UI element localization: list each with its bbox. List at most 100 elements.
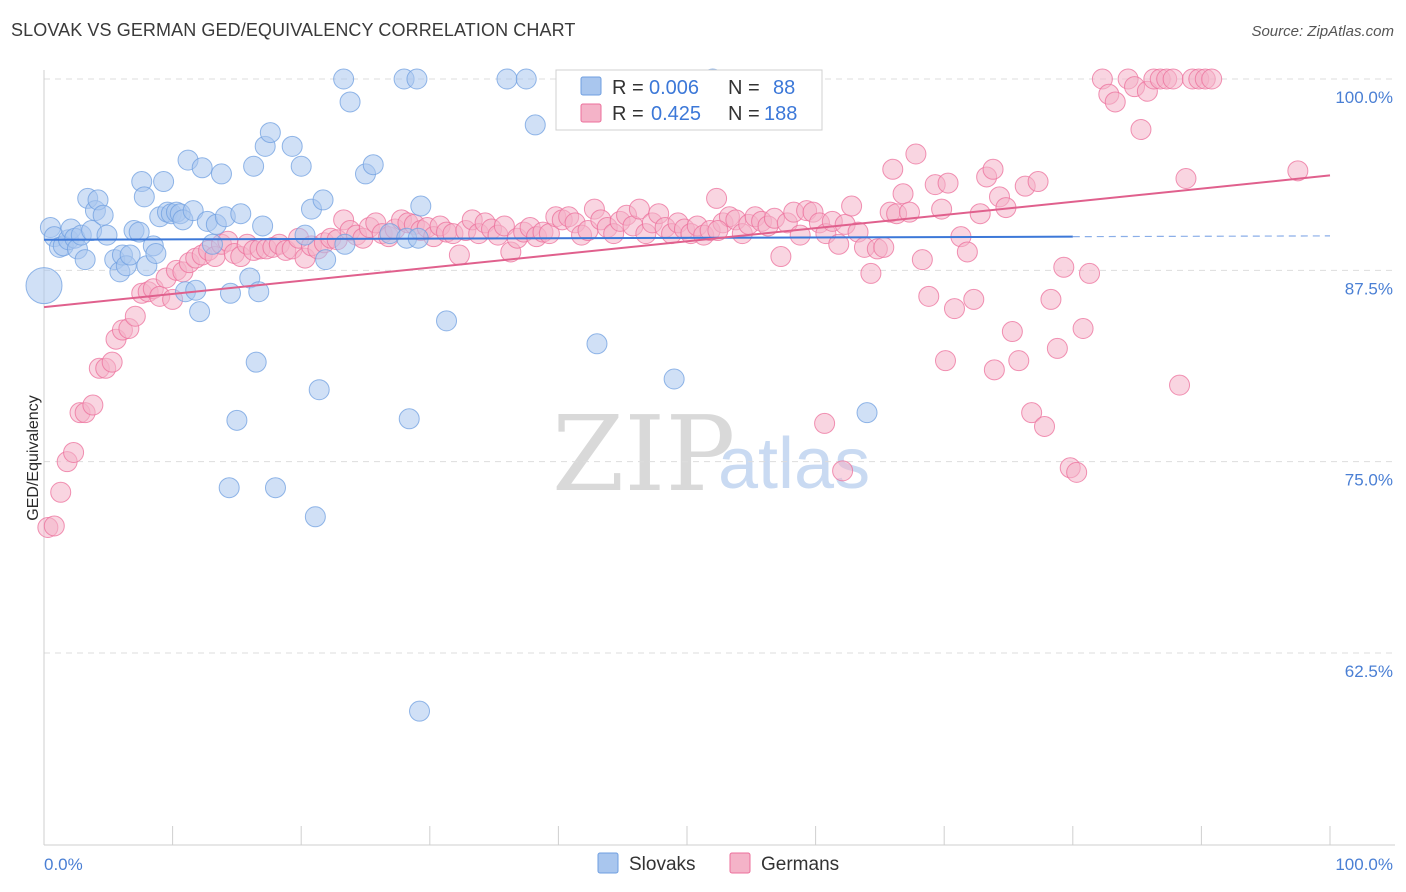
germans-point bbox=[1104, 91, 1126, 113]
bottom-legend-swatch-germans bbox=[729, 852, 751, 874]
germans-point bbox=[1130, 119, 1152, 141]
slovaks-point bbox=[264, 477, 286, 499]
x-tick-label-max: 100.0% bbox=[1335, 855, 1393, 874]
germans-point bbox=[1001, 321, 1023, 343]
slovaks-point bbox=[25, 267, 63, 305]
germans-point bbox=[873, 236, 895, 258]
germans-point bbox=[934, 350, 956, 372]
slovaks-point bbox=[153, 171, 175, 193]
germans-point bbox=[841, 195, 863, 217]
x-tick-label-min: 0.0% bbox=[44, 855, 83, 874]
slovaks-point bbox=[245, 351, 267, 373]
germans-point bbox=[1066, 461, 1088, 483]
slovaks-point bbox=[281, 135, 303, 157]
legend-r-label-2: R = bbox=[612, 103, 644, 125]
slovaks-point bbox=[128, 221, 150, 243]
slovaks-point bbox=[304, 506, 326, 528]
slovaks-point bbox=[96, 224, 118, 246]
legend-r-value-1: 0.006 bbox=[649, 77, 699, 99]
slovaks-point bbox=[259, 122, 281, 144]
legend-n-value-2: 188 bbox=[764, 103, 797, 125]
slovaks-point bbox=[339, 91, 361, 113]
tick-labels: 100.0% 87.5% 75.0% 62.5% 0.0% 100.0% bbox=[44, 88, 1393, 874]
slovaks-point bbox=[191, 157, 213, 179]
germans-point bbox=[448, 244, 470, 266]
y-tick-label: 75.0% bbox=[1345, 471, 1393, 490]
germans-point bbox=[707, 220, 729, 242]
series-germans bbox=[37, 68, 1309, 538]
germans-point bbox=[770, 246, 792, 268]
germans-point bbox=[937, 172, 959, 194]
bottom-legend-swatch-slovaks bbox=[597, 852, 619, 874]
y-tick-label: 62.5% bbox=[1345, 662, 1393, 681]
germans-point bbox=[1053, 256, 1075, 278]
bottom-legend-label-slovaks: Slovaks bbox=[629, 854, 696, 875]
slovaks-point bbox=[230, 203, 252, 225]
watermark-zip: ZIP bbox=[552, 393, 735, 515]
germans-point bbox=[983, 359, 1005, 381]
germans-point bbox=[1027, 171, 1049, 193]
germans-point bbox=[860, 262, 882, 284]
slovaks-point bbox=[189, 301, 211, 323]
germans-point bbox=[1162, 68, 1184, 90]
y-tick-label: 100.0% bbox=[1335, 88, 1393, 107]
trend-lines bbox=[43, 174, 1331, 309]
slovaks-point bbox=[663, 368, 685, 390]
germans-point bbox=[832, 460, 854, 482]
slovaks-point bbox=[398, 408, 420, 430]
germans-point bbox=[982, 158, 1004, 180]
slovaks-point bbox=[74, 249, 96, 271]
trend-slovaks bbox=[43, 235, 1073, 241]
watermark: ZIP atlas bbox=[552, 393, 870, 515]
slovaks-point bbox=[290, 155, 312, 177]
germans-point bbox=[956, 241, 978, 263]
germans-point bbox=[82, 394, 104, 416]
chart-title: SLOVAK VS GERMAN GED/EQUIVALENCY CORRELA… bbox=[11, 20, 576, 40]
germans-point bbox=[943, 298, 965, 320]
germans-point bbox=[124, 305, 146, 327]
germans-point bbox=[706, 187, 728, 209]
germans-point bbox=[905, 143, 927, 165]
slovaks-point bbox=[182, 200, 204, 222]
slovaks-point bbox=[294, 224, 316, 246]
slovaks-point bbox=[856, 402, 878, 424]
germans-point bbox=[43, 515, 65, 537]
slovaks-point bbox=[410, 195, 432, 217]
germans-point bbox=[493, 215, 515, 237]
germans-point bbox=[101, 351, 123, 373]
legend-swatch-slovaks bbox=[580, 76, 602, 96]
legend-n-value-1: 88 bbox=[773, 77, 795, 99]
germans-point bbox=[892, 183, 914, 205]
slovaks-point bbox=[334, 233, 356, 255]
slovaks-point bbox=[312, 189, 334, 211]
legend-r-value-2: 0.425 bbox=[651, 103, 701, 125]
slovaks-point bbox=[409, 700, 431, 722]
legend-n-label-2: N = bbox=[728, 103, 760, 125]
trend-slovaks-extension bbox=[1072, 235, 1331, 238]
slovaks-point bbox=[524, 114, 546, 136]
slovaks-point bbox=[145, 242, 167, 264]
germans-point bbox=[1201, 68, 1223, 90]
slovaks-point bbox=[406, 68, 428, 90]
bottom-legend-label-germans: Germans bbox=[761, 854, 839, 875]
germans-point bbox=[63, 441, 85, 463]
germans-point bbox=[1072, 317, 1094, 339]
germans-point bbox=[814, 412, 836, 434]
germans-point bbox=[1046, 337, 1068, 359]
y-tick-label: 87.5% bbox=[1345, 279, 1393, 298]
legend-r-label-1: R = bbox=[612, 77, 644, 99]
slovaks-point bbox=[201, 233, 223, 255]
germans-point bbox=[1034, 415, 1056, 437]
germans-point bbox=[1175, 167, 1197, 189]
trend-germans bbox=[43, 174, 1331, 309]
germans-point bbox=[969, 203, 991, 225]
slovaks-point bbox=[210, 163, 232, 185]
slovaks-point bbox=[92, 204, 114, 226]
germans-point bbox=[1079, 262, 1101, 284]
legend-box: R = 0.006 N = 88 R = 0.425 N = 188 bbox=[555, 69, 823, 131]
legend-n-label-1: N = bbox=[728, 77, 760, 99]
slovaks-point bbox=[252, 215, 274, 237]
germans-point bbox=[50, 481, 72, 503]
slovaks-point bbox=[436, 310, 458, 332]
slovaks-point bbox=[218, 477, 240, 499]
